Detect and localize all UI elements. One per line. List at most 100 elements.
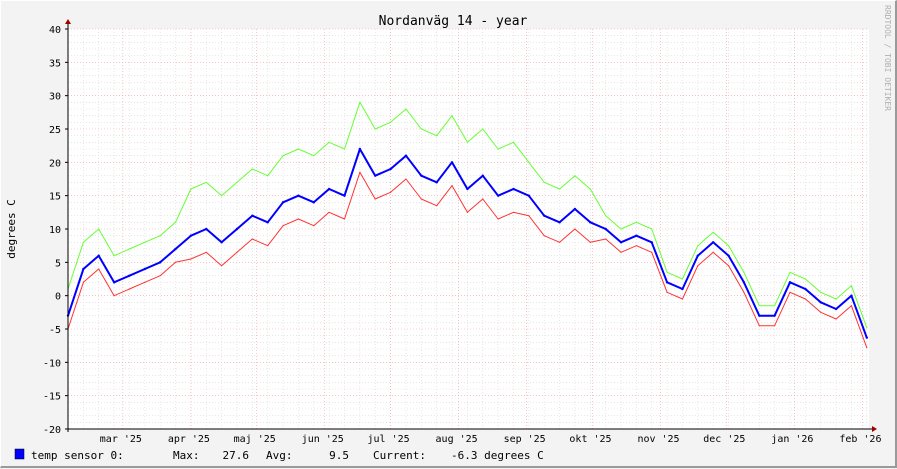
data-point-temp <box>543 214 546 217</box>
y-axis-label: degrees C <box>5 199 18 259</box>
data-point-temp <box>389 167 392 171</box>
data-point-temp <box>82 267 85 271</box>
data-point-temp <box>374 174 377 177</box>
data-point-max <box>605 215 607 217</box>
data-point-temp <box>650 241 653 244</box>
data-point-min <box>681 298 684 300</box>
data-point-max <box>267 175 269 177</box>
legend-max-label: Max: <box>173 449 200 462</box>
rrdtool-watermark: RRDTOOL / TOBI OETIKER <box>883 5 892 111</box>
data-point-max <box>82 241 84 243</box>
data-point-temp <box>343 194 346 197</box>
data-point-min <box>804 298 806 300</box>
data-point-min <box>666 291 668 293</box>
data-point-max <box>282 155 284 157</box>
data-point-min <box>313 225 315 227</box>
data-point-temp <box>850 294 853 297</box>
data-point-temp <box>112 281 116 284</box>
x-tick-label: aug '25 <box>436 434 478 445</box>
legend-avg-label: Avg: <box>266 449 293 462</box>
data-point-max <box>820 291 822 293</box>
data-point-max <box>251 168 253 170</box>
data-point-min <box>251 238 253 240</box>
data-point-max <box>497 148 499 150</box>
y-tick-label: 5 <box>55 258 61 269</box>
data-point-temp <box>450 161 454 164</box>
data-point-temp <box>527 194 531 197</box>
data-point-max <box>804 278 806 280</box>
data-point-min <box>543 235 545 237</box>
data-point-max <box>221 195 223 197</box>
data-point-temp <box>727 254 730 257</box>
data-point-temp <box>220 241 223 244</box>
data-point-temp <box>358 147 362 151</box>
data-point-temp <box>558 221 561 224</box>
y-tick-label: -20 <box>43 425 61 436</box>
data-point-min <box>343 218 346 220</box>
data-point-temp <box>773 314 776 317</box>
y-tick-label: -15 <box>43 392 61 403</box>
data-point-min <box>466 211 469 213</box>
data-point-max <box>835 298 837 300</box>
data-point-temp <box>481 174 484 177</box>
y-tick-label: 25 <box>49 125 61 136</box>
data-point-min <box>297 218 300 220</box>
data-point-temp <box>635 234 638 237</box>
legend-max-value: 27.6 <box>223 449 250 462</box>
data-point-min <box>850 305 853 307</box>
data-point-min <box>605 238 607 240</box>
x-tick-label: maj '25 <box>234 434 276 445</box>
data-point-max <box>374 128 376 130</box>
data-point-min <box>190 258 192 260</box>
data-point-max <box>144 241 146 243</box>
data-point-max <box>482 128 484 130</box>
data-point-temp <box>711 241 715 244</box>
data-point-min <box>697 265 699 267</box>
data-point-temp <box>266 221 269 224</box>
data-point-temp <box>788 281 792 284</box>
y-tick-label: 30 <box>49 92 61 103</box>
data-point-temp <box>404 154 408 157</box>
legend-swatch-temp <box>14 448 25 460</box>
y-tick-label: -10 <box>43 358 61 369</box>
data-point-min <box>589 241 591 243</box>
data-point-temp <box>174 247 177 251</box>
data-point-max <box>236 181 238 183</box>
data-point-temp <box>235 227 239 231</box>
data-point-min <box>420 198 422 200</box>
legend: temp sensor 0: Max: 27.6 Avg: 9.5 Curren… <box>14 448 544 462</box>
data-point-temp <box>758 314 761 317</box>
y-tick-label: 0 <box>55 292 61 303</box>
data-point-temp <box>604 227 607 231</box>
data-point-min <box>482 198 484 200</box>
data-point-max <box>405 108 407 110</box>
data-point-max <box>420 128 422 130</box>
data-point-temp <box>205 227 208 231</box>
data-point-max <box>466 141 469 143</box>
x-tick-label: jun '25 <box>302 434 344 445</box>
data-point-temp <box>466 187 469 191</box>
x-tick-label: nov '25 <box>637 434 679 445</box>
data-point-max <box>620 228 622 230</box>
data-point-min <box>236 251 238 253</box>
data-point-temp <box>496 194 500 197</box>
data-point-max <box>543 181 545 183</box>
data-point-temp <box>696 254 700 257</box>
data-point-max <box>190 188 192 190</box>
data-point-temp <box>619 241 623 244</box>
data-point-max <box>681 278 684 280</box>
data-point-min <box>98 268 100 270</box>
data-point-temp <box>251 214 254 217</box>
data-point-temp <box>665 281 669 284</box>
data-point-min <box>451 185 453 187</box>
y-axis-arrow-icon <box>65 19 71 24</box>
x-tick-label: mar '25 <box>100 434 142 445</box>
data-point-min <box>574 228 576 230</box>
data-point-temp <box>742 281 746 284</box>
legend-avg-value: 9.5 <box>329 449 349 462</box>
data-point-max <box>113 255 115 257</box>
data-point-min <box>128 288 131 290</box>
data-point-min <box>174 261 177 263</box>
data-point-min <box>113 295 115 297</box>
data-point-max <box>297 148 300 150</box>
